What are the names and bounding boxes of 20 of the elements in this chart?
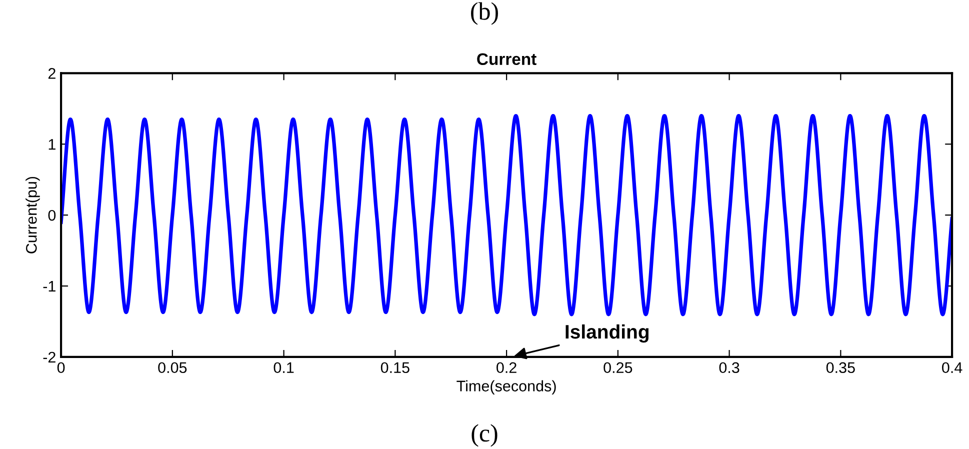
x-tick-label: 0.35 [826,362,855,374]
x-tick-label: 0.2 [496,362,516,374]
x-tick-label: 0.4 [942,362,962,374]
y-tick-label: -1 [43,281,56,292]
x-tick-label: 0.25 [604,362,632,374]
annotation: Islanding [566,324,649,343]
x-axis-title: Time(seconds) [456,380,556,394]
text: (b) [471,2,498,25]
x-tick-label: 0.15 [380,362,410,374]
y-tick-label: -2 [43,352,56,362]
y-tick-label: 0 [48,210,56,221]
y-tick-label: 1 [48,139,56,150]
text: (c) [472,424,498,447]
chart-title: Current [477,53,536,66]
y-tick-label: 2 [48,68,56,79]
x-tick-label: 0 [57,362,65,374]
y-axis-title: Current(pu) [26,176,40,254]
x-tick-label: 0.1 [274,362,294,374]
x-tick-label: 0.3 [719,362,740,374]
x-tick-label: 0.05 [158,362,187,374]
